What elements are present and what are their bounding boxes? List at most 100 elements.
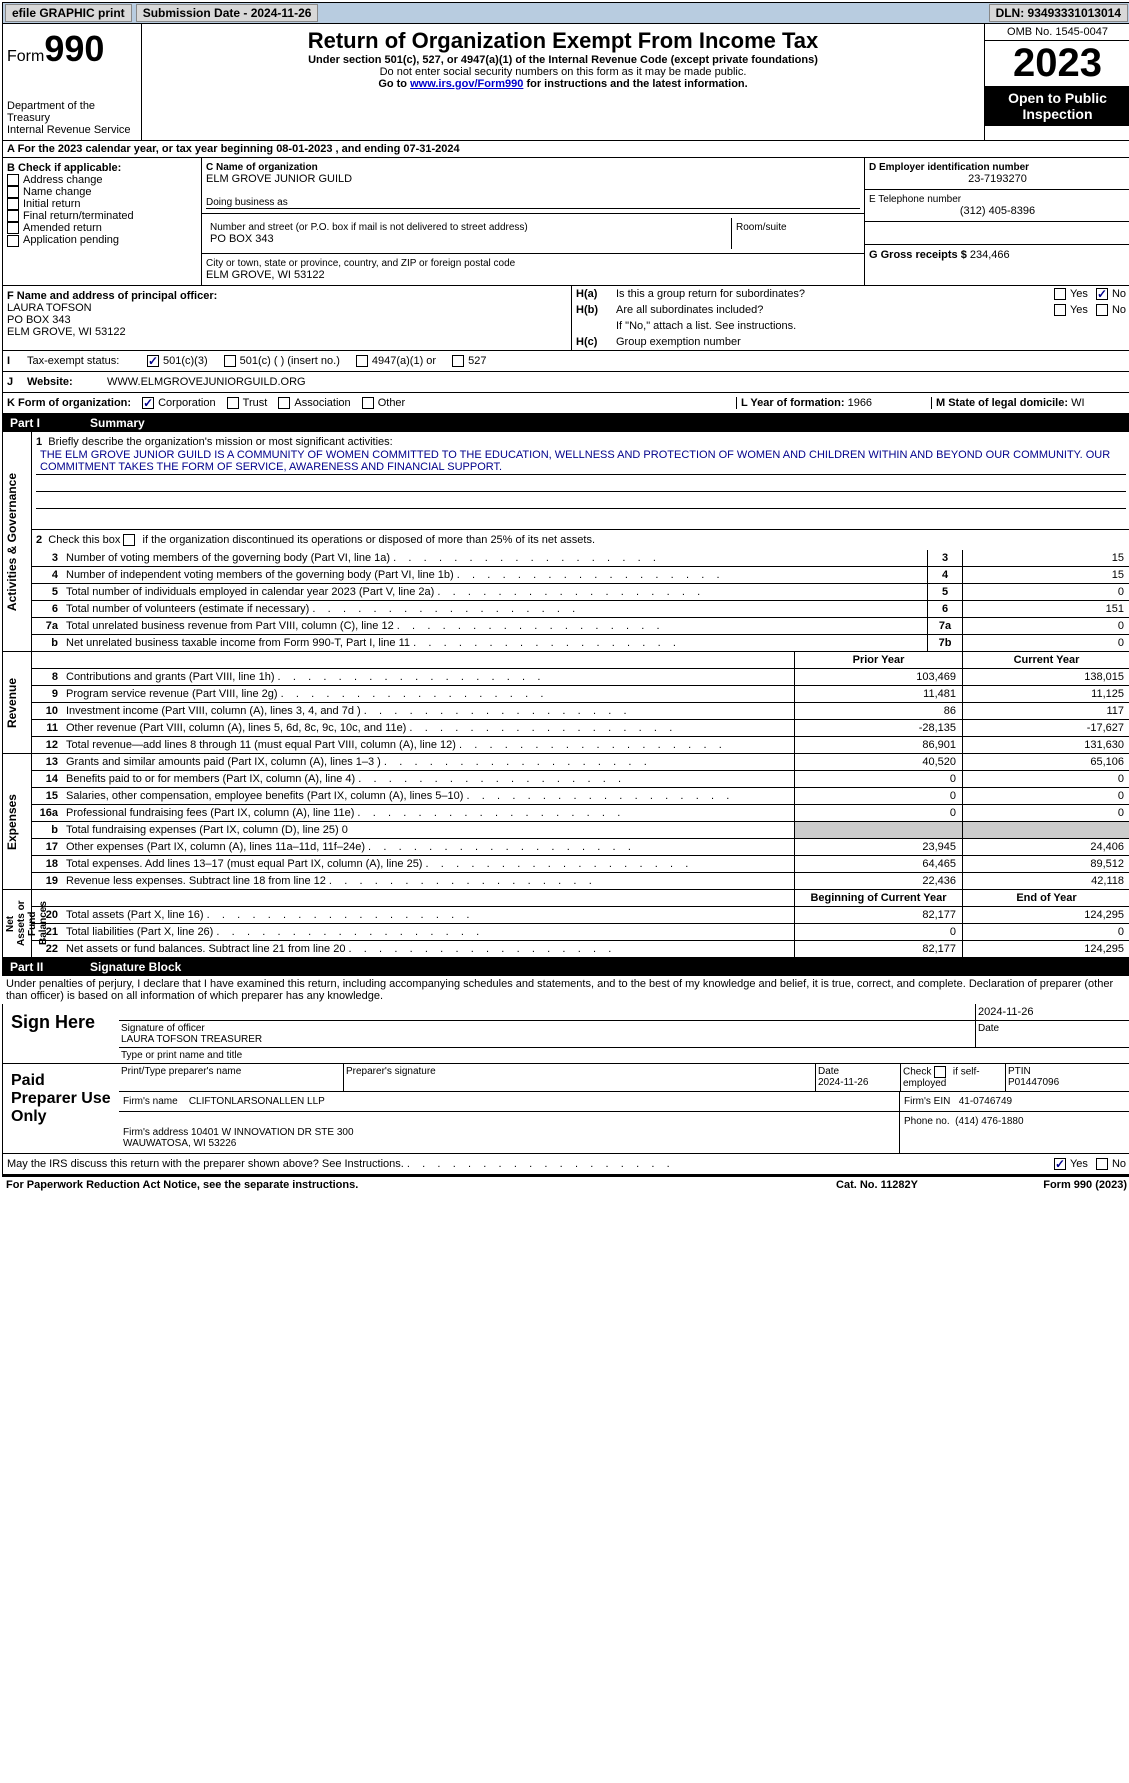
- table-row: bNet unrelated business taxable income f…: [32, 635, 1129, 651]
- paid-preparer-label: Paid Preparer Use Only: [3, 1064, 119, 1153]
- activities-governance-section: Activities & Governance 1 Briefly descri…: [2, 432, 1129, 652]
- cb-ha-no[interactable]: [1096, 288, 1108, 300]
- row-i-tax-status: I Tax-exempt status: 501(c)(3) 501(c) ( …: [2, 351, 1129, 372]
- cb-initial-return[interactable]: [7, 198, 19, 210]
- revenue-vlabel: Revenue: [3, 670, 31, 736]
- netassets-vlabel: Net Assets or Fund Balances: [3, 890, 31, 957]
- cb-4947[interactable]: [356, 355, 368, 367]
- table-row: 15Salaries, other compensation, employee…: [32, 788, 1129, 805]
- ptin-value: P01447096: [1008, 1077, 1059, 1088]
- expenses-section: Expenses 13Grants and similar amounts pa…: [2, 754, 1129, 890]
- cb-501c3[interactable]: [147, 355, 159, 367]
- website-value: WWW.ELMGROVEJUNIORGUILD.ORG: [107, 376, 306, 388]
- cb-amended-return[interactable]: [7, 222, 19, 234]
- cb-discontinued[interactable]: [123, 534, 135, 546]
- dba-label: Doing business as: [206, 197, 860, 209]
- table-row: 3Number of voting members of the governi…: [32, 550, 1129, 567]
- row-j-website: J Website: WWW.ELMGROVEJUNIORGUILD.ORG: [2, 372, 1129, 393]
- expenses-vlabel: Expenses: [3, 786, 31, 858]
- officer-name: LAURA TOFSON: [7, 302, 567, 314]
- cb-address-change[interactable]: [7, 174, 19, 186]
- table-row: 12Total revenue—add lines 8 through 11 (…: [32, 737, 1129, 753]
- q2-text: Check this box if the organization disco…: [48, 534, 595, 546]
- hc-label: Group exemption number: [616, 336, 741, 348]
- mission-text: THE ELM GROVE JUNIOR GUILD IS A COMMUNIT…: [36, 448, 1126, 475]
- hb-question: Are all subordinates included?: [616, 304, 1054, 316]
- end-year-header: End of Year: [962, 890, 1129, 906]
- officer-label: F Name and address of principal officer:: [7, 290, 567, 302]
- efile-print-button[interactable]: efile GRAPHIC print: [5, 4, 132, 22]
- city-value: ELM GROVE, WI 53122: [206, 269, 860, 281]
- officer-signature-name: LAURA TOFSON TREASURER: [121, 1034, 973, 1045]
- entity-info-grid: B Check if applicable: Address change Na…: [2, 158, 1129, 286]
- cb-discuss-yes[interactable]: [1054, 1158, 1066, 1170]
- firm-phone: (414) 476-1880: [955, 1116, 1023, 1127]
- table-row: 10Investment income (Part VIII, column (…: [32, 703, 1129, 720]
- phone-value: (312) 405-8396: [869, 205, 1126, 217]
- box-b-label: B Check if applicable:: [7, 162, 197, 174]
- table-row: 18Total expenses. Add lines 13–17 (must …: [32, 856, 1129, 873]
- officer-city: ELM GROVE, WI 53122: [7, 326, 567, 338]
- cb-name-change[interactable]: [7, 186, 19, 198]
- table-row: 19Revenue less expenses. Subtract line 1…: [32, 873, 1129, 889]
- sign-here-block: Sign Here 2024-11-26 Signature of office…: [2, 1004, 1129, 1064]
- cb-association[interactable]: [278, 397, 290, 409]
- table-row: 22Net assets or fund balances. Subtract …: [32, 941, 1129, 957]
- org-name-label: C Name of organization: [206, 162, 860, 173]
- cb-501c[interactable]: [224, 355, 236, 367]
- table-row: bTotal fundraising expenses (Part IX, co…: [32, 822, 1129, 839]
- current-year-header: Current Year: [962, 652, 1129, 668]
- room-label: Room/suite: [736, 222, 856, 233]
- table-row: 5Total number of individuals employed in…: [32, 584, 1129, 601]
- tax-year: 2023: [985, 41, 1129, 86]
- activities-vlabel: Activities & Governance: [3, 465, 31, 619]
- cb-self-employed[interactable]: [934, 1066, 946, 1078]
- cb-other[interactable]: [362, 397, 374, 409]
- table-row: 11Other revenue (Part VIII, column (A), …: [32, 720, 1129, 737]
- ein-value: 23-7193270: [869, 173, 1126, 185]
- cb-discuss-no[interactable]: [1096, 1158, 1108, 1170]
- form-title: Return of Organization Exempt From Incom…: [146, 28, 980, 54]
- paid-preparer-block: Paid Preparer Use Only Print/Type prepar…: [2, 1064, 1129, 1154]
- dept-text: Department of the Treasury Internal Reve…: [7, 100, 137, 136]
- cb-corporation[interactable]: [142, 397, 154, 409]
- cb-trust[interactable]: [227, 397, 239, 409]
- sign-here-label: Sign Here: [3, 1004, 119, 1063]
- table-row: 8Contributions and grants (Part VIII, li…: [32, 669, 1129, 686]
- begin-year-header: Beginning of Current Year: [794, 890, 962, 906]
- cb-final-return[interactable]: [7, 210, 19, 222]
- submission-date-button[interactable]: Submission Date - 2024-11-26: [136, 4, 319, 22]
- omb-number: OMB No. 1545-0047: [985, 24, 1129, 41]
- cb-hb-yes[interactable]: [1054, 304, 1066, 316]
- discuss-row: May the IRS discuss this return with the…: [2, 1154, 1129, 1175]
- state-domicile: WI: [1071, 397, 1084, 409]
- row-a-tax-year: A For the 2023 calendar year, or tax yea…: [2, 141, 1129, 158]
- gross-receipts-label: G Gross receipts $: [869, 249, 967, 261]
- officer-group-row: F Name and address of principal officer:…: [2, 286, 1129, 351]
- net-assets-section: Net Assets or Fund Balances Beginning of…: [2, 890, 1129, 958]
- ha-question: Is this a group return for subordinates?: [616, 288, 1054, 300]
- preparer-date: 2024-11-26: [818, 1077, 868, 1088]
- part-1-header: Part I Summary: [2, 414, 1129, 432]
- table-row: 13Grants and similar amounts paid (Part …: [32, 754, 1129, 771]
- table-row: 7aTotal unrelated business revenue from …: [32, 618, 1129, 635]
- form-subtitle-2: Do not enter social security numbers on …: [146, 66, 980, 78]
- org-name: ELM GROVE JUNIOR GUILD: [206, 173, 860, 185]
- form-number: Form990: [7, 28, 137, 70]
- open-to-public: Open to Public Inspection: [985, 86, 1129, 126]
- table-row: 17Other expenses (Part IX, column (A), l…: [32, 839, 1129, 856]
- dln-button[interactable]: DLN: 93493331013014: [989, 4, 1128, 22]
- cb-hb-no[interactable]: [1096, 304, 1108, 316]
- declaration-text: Under penalties of perjury, I declare th…: [2, 976, 1129, 1004]
- addr-label: Number and street (or P.O. box if mail i…: [210, 222, 727, 233]
- sign-date: 2024-11-26: [975, 1004, 1129, 1020]
- cb-ha-yes[interactable]: [1054, 288, 1066, 300]
- irs-link[interactable]: www.irs.gov/Form990: [410, 78, 523, 90]
- cb-527[interactable]: [452, 355, 464, 367]
- cb-application-pending[interactable]: [7, 235, 19, 247]
- table-row: 21Total liabilities (Part X, line 26)00: [32, 924, 1129, 941]
- part-2-header: Part II Signature Block: [2, 958, 1129, 976]
- table-row: 16aProfessional fundraising fees (Part I…: [32, 805, 1129, 822]
- prior-year-header: Prior Year: [794, 652, 962, 668]
- table-row: 20Total assets (Part X, line 16)82,17712…: [32, 907, 1129, 924]
